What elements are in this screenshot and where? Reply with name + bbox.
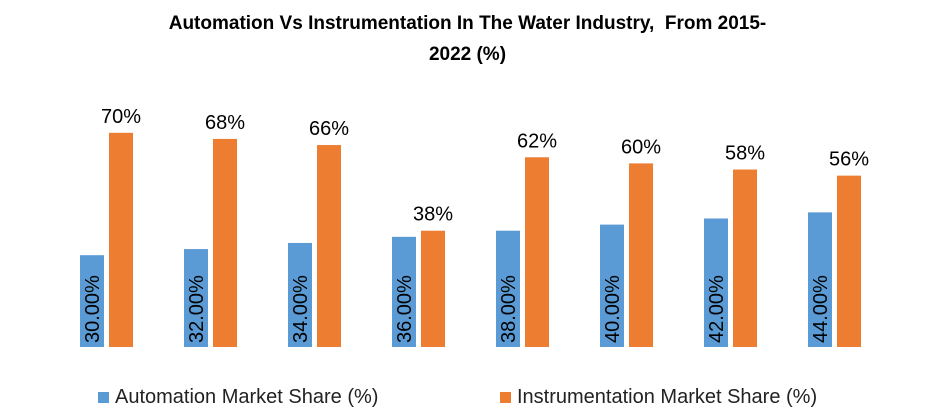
- instrumentation-bar: [213, 138, 237, 347]
- legend-item-automation: Automation Market Share (%): [98, 386, 378, 409]
- automation-bar: [808, 212, 832, 347]
- automation-data-label: 44.00%: [810, 275, 832, 343]
- instrumentation-bar: [109, 132, 133, 347]
- chart-title: Automation Vs Instrumentation In The Wat…: [0, 8, 935, 70]
- instrumentation-data-label: 58%: [725, 143, 765, 165]
- legend-label-automation: Automation Market Share (%): [115, 386, 379, 408]
- legend-swatch-automation: [98, 392, 109, 403]
- automation-bar: [288, 242, 312, 347]
- instrumentation-data-label: 66%: [309, 118, 349, 140]
- legend-label-instrumentation: Instrumentation Market Share (%): [517, 386, 818, 408]
- chart-title-line-2: 2022 (%): [428, 44, 507, 65]
- automation-data-label: 42.00%: [706, 275, 728, 343]
- chart-title-line-1: Automation Vs Instrumentation In The Wat…: [168, 13, 767, 34]
- instrumentation-data-label: 70%: [101, 106, 141, 128]
- automation-data-label: 32.00%: [186, 275, 208, 343]
- instrumentation-bar: [421, 230, 445, 347]
- instrumentation-data-label: 60%: [621, 136, 661, 158]
- instrumentation-bar: [837, 175, 861, 347]
- instrumentation-data-label: 56%: [829, 149, 869, 171]
- instrumentation-bar: [317, 145, 341, 347]
- legend-item-instrumentation: Instrumentation Market Share (%): [500, 386, 817, 409]
- automation-data-label: 34.00%: [290, 275, 312, 343]
- automation-data-label: 40.00%: [602, 275, 624, 343]
- automation-bar: [392, 236, 416, 347]
- automation-bar: [184, 249, 208, 347]
- instrumentation-bar: [525, 157, 549, 347]
- automation-data-label: 30.00%: [82, 275, 104, 343]
- instrumentation-data-label: 68%: [205, 112, 245, 134]
- automation-bar: [704, 218, 728, 347]
- automation-bar: [600, 224, 624, 347]
- automation-bar: [496, 230, 520, 347]
- legend-swatch-instrumentation: [500, 392, 511, 403]
- instrumentation-bar: [629, 163, 653, 347]
- automation-data-label: 38.00%: [498, 275, 520, 343]
- instrumentation-bar: [733, 169, 757, 347]
- instrumentation-data-label: 38%: [413, 204, 453, 226]
- automation-data-label: 36.00%: [394, 275, 416, 343]
- automation-bar: [80, 255, 104, 347]
- instrumentation-data-label: 62%: [517, 130, 557, 152]
